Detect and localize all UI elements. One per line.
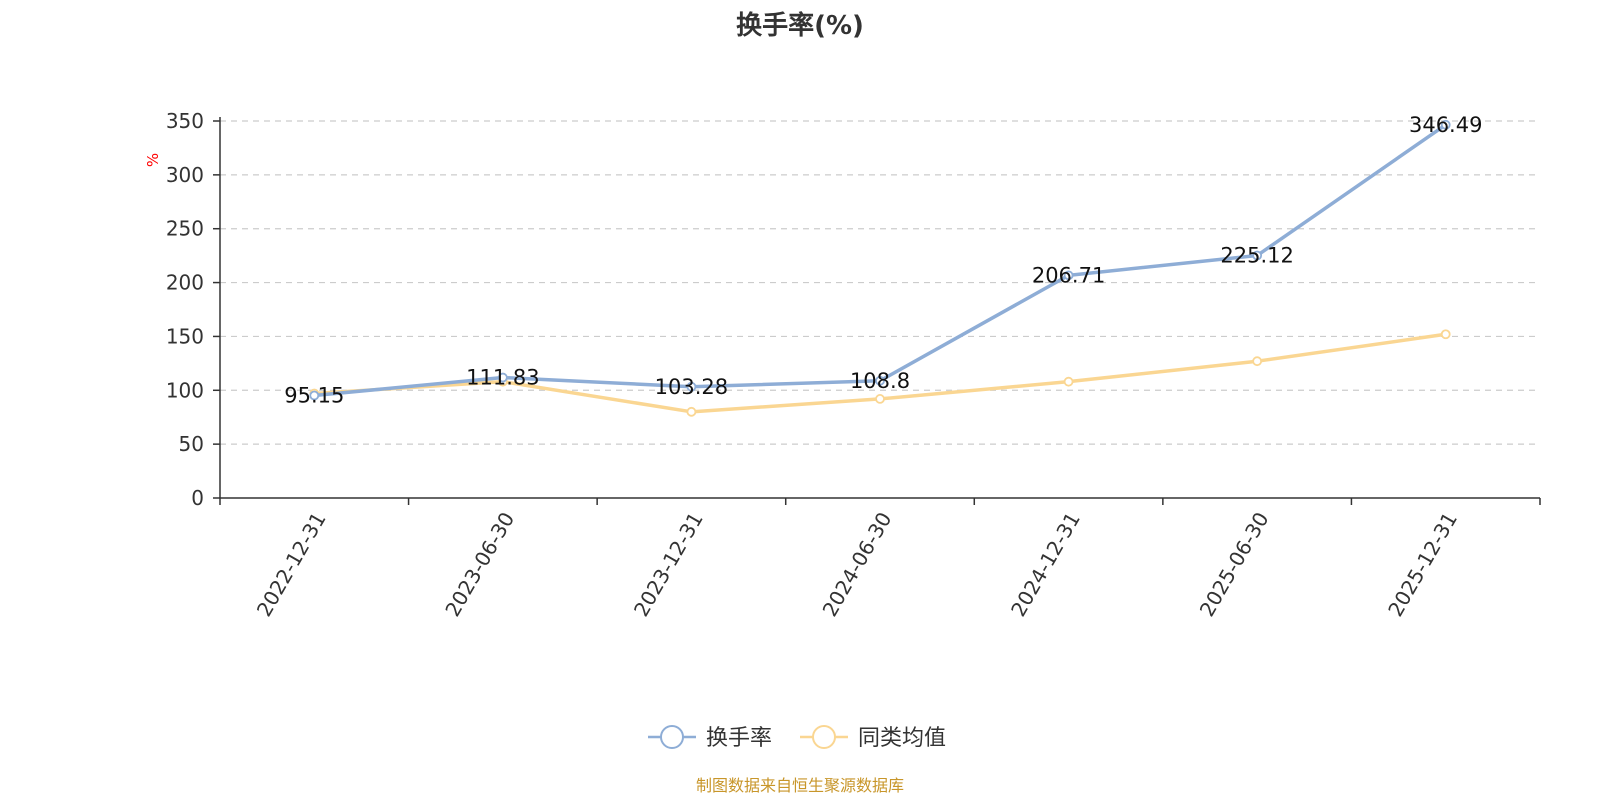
x-tick-label: 2023-06-30 bbox=[440, 508, 519, 621]
legend-label: 换手率 bbox=[706, 726, 772, 751]
data-point bbox=[1252, 250, 1263, 261]
data-point bbox=[1440, 119, 1451, 130]
data-label: 346.49 bbox=[1409, 113, 1482, 137]
data-point bbox=[686, 381, 697, 392]
series-lines bbox=[309, 119, 1451, 417]
data-label: 206.71 bbox=[1032, 263, 1105, 287]
axes bbox=[219, 117, 1540, 499]
data-label: 103.28 bbox=[655, 375, 728, 399]
x-tick-label: 2025-12-31 bbox=[1383, 508, 1462, 621]
y-tick-label: 0 bbox=[191, 486, 204, 510]
data-point bbox=[1063, 270, 1074, 281]
y-tick-label: 100 bbox=[166, 378, 204, 402]
data-point bbox=[309, 390, 320, 401]
y-axis-ticks: 0 50 100 150 200 250 300 350 bbox=[166, 109, 220, 510]
data-point bbox=[875, 375, 885, 386]
data-point bbox=[1252, 356, 1263, 367]
source-note: 制图数据来自恒生聚源数据库 bbox=[696, 776, 904, 795]
x-tick-label: 2022-12-31 bbox=[252, 508, 331, 621]
x-axis-ticks: 2022-12-31 2023-06-30 2023-12-31 2024-06-30… bbox=[219, 498, 1541, 621]
data-point bbox=[686, 406, 697, 417]
data-label: 111.83 bbox=[466, 366, 539, 390]
data-label: 95.15 bbox=[284, 384, 344, 408]
x-tick-label: 2024-06-30 bbox=[817, 508, 896, 621]
legend-circle-marker bbox=[812, 725, 836, 749]
legend-circle-marker bbox=[660, 725, 684, 749]
legend-label: 同类均值 bbox=[858, 726, 946, 751]
y-tick-label: 200 bbox=[166, 271, 204, 295]
x-tick-label: 2023-12-31 bbox=[629, 508, 708, 621]
x-tick-label: 2024-12-31 bbox=[1006, 508, 1085, 621]
legend-item[interactable]: 换手率 bbox=[648, 725, 772, 751]
y-tick-label: 300 bbox=[166, 163, 204, 187]
y-tick-label: 150 bbox=[166, 324, 204, 348]
data-point bbox=[497, 372, 508, 383]
chart-title: 换手率(%) bbox=[736, 10, 864, 41]
data-label: 225.12 bbox=[1220, 244, 1293, 268]
data-point bbox=[1063, 376, 1074, 387]
data-labels: 95.15 111.83 103.28 108.8 206.71 225.12 346.49 bbox=[284, 113, 1482, 408]
grid-lines bbox=[220, 120, 1540, 445]
x-tick-label: 2025-06-30 bbox=[1195, 508, 1274, 621]
data-point bbox=[875, 394, 885, 404]
legend: 换手率 同类均值 bbox=[648, 725, 946, 751]
y-tick-label: 50 bbox=[179, 432, 204, 456]
y-tick-label: 350 bbox=[166, 109, 204, 133]
legend-item[interactable]: 同类均值 bbox=[800, 725, 946, 751]
y-axis-unit-label: % bbox=[144, 153, 162, 167]
y-tick-label: 250 bbox=[166, 217, 204, 241]
data-point bbox=[1440, 329, 1451, 340]
data-label: 108.8 bbox=[850, 369, 910, 393]
